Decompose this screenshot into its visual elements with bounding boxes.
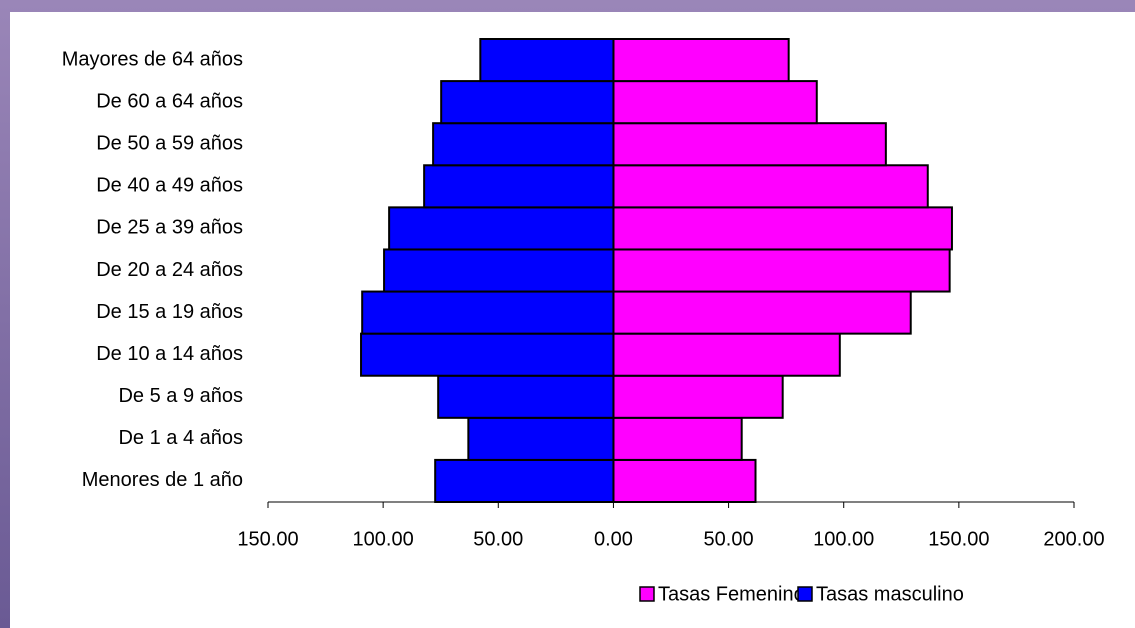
bar [440,80,615,125]
bar [612,122,887,167]
bar [467,416,615,461]
y-tick-label: De 10 a 14 años [96,343,243,365]
legend-label: Tasas masculino [816,583,964,605]
bar [434,458,615,503]
bar [361,290,615,335]
y-tick-label: Mayores de 64 años [62,48,243,70]
bar [479,38,615,83]
bar [612,164,929,209]
bar [612,290,912,335]
bar [612,206,953,251]
x-tick-label: 0.00 [594,528,633,550]
y-tick-label: De 20 a 24 años [96,259,243,281]
bar [437,374,615,419]
x-tick-label: 150.00 [928,528,989,550]
bar [612,248,951,293]
legend-swatch [797,586,813,602]
legend-label: Tasas Femenino [658,583,805,605]
bar [612,38,790,83]
y-tick-label: De 5 a 9 años [118,385,243,407]
x-tick-label: 150.00 [237,528,298,550]
legend-swatch [639,586,655,602]
bar [423,164,615,209]
bar [612,458,757,503]
bar [383,248,615,293]
x-tick-label: 200.00 [1043,528,1104,550]
bar [360,332,615,377]
y-tick-label: De 25 a 39 años [96,217,243,239]
x-tick-label: 50.00 [704,528,754,550]
x-tick-label: 100.00 [353,528,414,550]
bar [612,374,784,419]
y-tick-label: Menores de 1 año [82,469,243,491]
bar [612,332,841,377]
y-tick-label: De 50 a 59 años [96,133,243,155]
y-tick-label: De 40 a 49 años [96,175,243,197]
bar [612,416,743,461]
y-tick-label: De 1 a 4 años [118,427,243,449]
x-tick-label: 100.00 [813,528,874,550]
x-tick-label: 50.00 [473,528,523,550]
y-tick-label: De 60 a 64 años [96,90,243,112]
bar [612,80,818,125]
bar [432,122,615,167]
y-tick-label: De 15 a 19 años [96,301,243,323]
bar [388,206,615,251]
